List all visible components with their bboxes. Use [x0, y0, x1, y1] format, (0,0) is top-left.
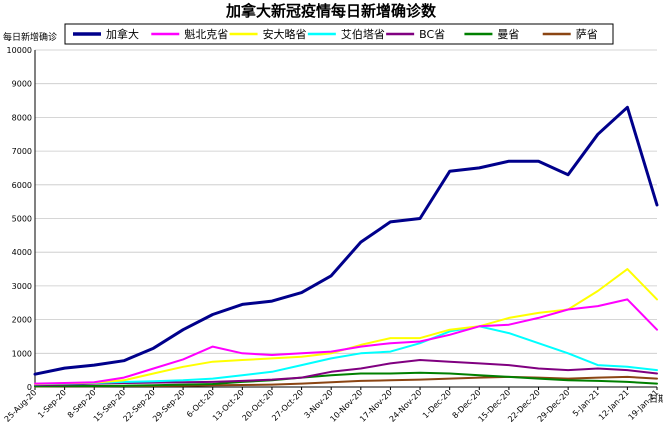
series-line: [34, 268, 658, 385]
gridlines: [35, 49, 657, 354]
legend: 加拿大 魁北克省 安大略省 艾伯塔省 BC省 曼省 萨省: [64, 23, 614, 45]
y-axis-label: 每日新增确诊: [3, 31, 57, 43]
y-tick-label: 6000: [12, 181, 32, 190]
y-tick-label: 7000: [12, 147, 32, 156]
series-line: [34, 371, 658, 388]
chart-title: 加拿大新冠疫情每日新增确诊数: [225, 2, 437, 20]
legend-label: 魁北克省: [184, 27, 228, 41]
y-tick-label: 8000: [12, 113, 32, 122]
x-tick-label: 24-Nov-20: [388, 388, 424, 424]
x-tick-label: 12-Jan-21: [597, 388, 631, 422]
x-tick-label: 29-Dec-20: [536, 388, 572, 424]
x-tick-label: 25-Aug-20: [3, 388, 39, 424]
series-line: [33, 105, 659, 376]
series-line: [34, 325, 658, 386]
legend-label: 安大略省: [263, 27, 307, 41]
legend-label: BC省: [419, 28, 445, 41]
x-tick-labels: 25-Aug-201-Sep-208-Sep-2015-Sep-2022-Sep…: [3, 388, 661, 424]
y-tick-label: 5000: [12, 215, 32, 224]
y-tick-label: 9000: [12, 80, 32, 89]
series-lines: [33, 105, 659, 388]
y-tick-label: 4000: [12, 248, 32, 257]
x-tick-label: 5-Jan-21: [571, 388, 601, 418]
y-tick-label: 2000: [12, 316, 32, 325]
legend-label: 加拿大: [106, 27, 139, 41]
x-tick-label: 1-Sep-20: [36, 388, 68, 420]
x-tick-label: 27-Oct-20: [270, 388, 305, 423]
legend-label: 曼省: [497, 28, 519, 41]
axes: [34, 50, 658, 390]
y-tick-label: 3000: [12, 282, 32, 291]
y-tick-label: 0: [27, 383, 32, 392]
y-tick-labels: 0 1000 2000 3000 4000 5000 6000 7000 8000 9000 100…: [7, 46, 32, 392]
x-tick-label: 29-Sep-20: [151, 388, 187, 424]
series-line: [34, 359, 658, 386]
legend-label: 艾伯塔省: [341, 27, 385, 41]
series-line: [34, 298, 658, 385]
y-tick-label: 10000: [7, 46, 32, 55]
legend-box: [64, 23, 614, 45]
x-axis-label: 日期: [649, 394, 663, 405]
x-tick-label: 6-Oct-20: [185, 388, 216, 419]
legend-label: 萨省: [576, 28, 598, 41]
x-tick-label: 1-Dec-20: [421, 388, 453, 420]
y-tick-label: 1000: [12, 349, 32, 358]
